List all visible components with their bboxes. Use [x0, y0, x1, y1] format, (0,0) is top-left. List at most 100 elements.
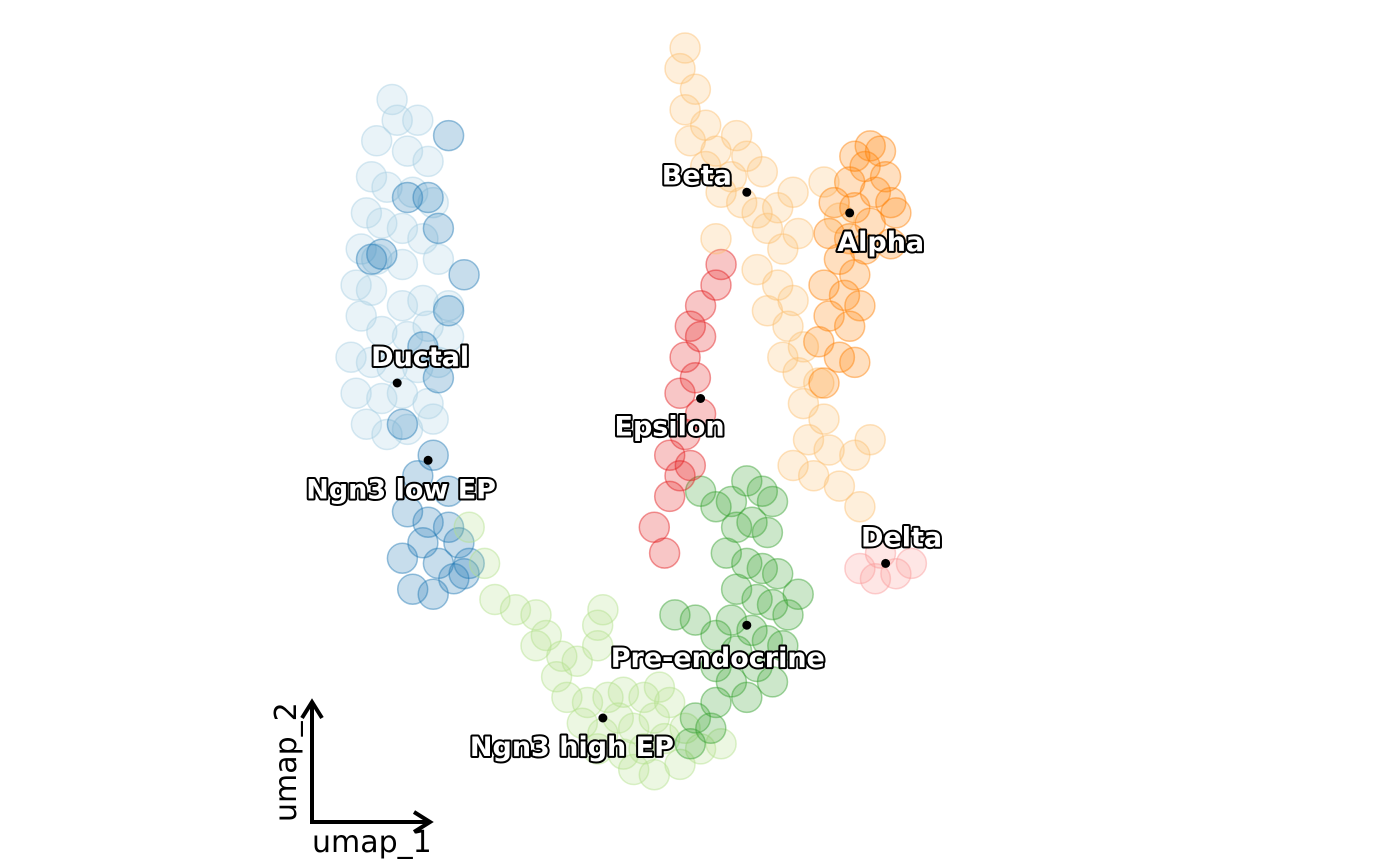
x-axis-arrowhead: [412, 810, 434, 834]
point-beta: [772, 310, 804, 343]
point-alpha: [859, 176, 892, 209]
point-beta: [741, 253, 773, 286]
point-ngn3-low-ep: [422, 547, 455, 580]
point-ductal: [386, 289, 419, 322]
point-ductal: [366, 315, 398, 348]
point-alpha: [833, 166, 866, 198]
point-ngn3-low-ep: [366, 238, 398, 270]
point-ductal: [366, 207, 398, 239]
point-beta: [746, 155, 779, 188]
point-alpha: [854, 207, 886, 239]
point-pre-endocrine: [700, 490, 732, 523]
point-beta: [782, 217, 814, 250]
point-beta: [700, 135, 732, 167]
point-ductal: [340, 269, 372, 301]
point-ngn3-low-ep: [432, 119, 465, 152]
point-beta: [664, 52, 696, 85]
point-pre-endocrine: [710, 537, 743, 569]
point-ductal: [340, 377, 372, 410]
point-ductal: [412, 145, 444, 178]
point-pre-endocrine: [736, 506, 768, 538]
point-pre-endocrine: [679, 702, 712, 734]
point-beta: [751, 212, 784, 245]
point-alpha: [808, 269, 840, 301]
point-ngn3-low-ep: [448, 259, 480, 291]
point-ngn3-high-ep: [530, 619, 563, 652]
point-ngn3-high-ep: [617, 712, 650, 745]
point-alpha: [833, 310, 866, 343]
point-ngn3-high-ep: [546, 640, 578, 672]
center-ductal: [392, 378, 402, 388]
label-pre-endocrine: Pre-endocrine: [611, 643, 825, 674]
point-beta: [751, 295, 784, 327]
axis-arrows: umap_1 umap_2: [269, 698, 434, 860]
point-beta: [669, 94, 701, 126]
point-ngn3-low-ep: [402, 460, 434, 492]
point-beta: [669, 32, 701, 64]
point-ngn3-high-ep: [479, 583, 511, 616]
cluster-labels: Ductal Ngn3 low EP Ngn3 high EP Pre-endocri…: [304, 158, 944, 765]
point-ngn3-low-ep: [432, 295, 465, 327]
point-pre-endocrine: [715, 485, 748, 518]
point-ngn3-high-ep: [607, 738, 640, 770]
point-alpha: [864, 135, 897, 167]
point-pre-endocrine: [674, 728, 707, 760]
point-beta: [731, 140, 763, 172]
point-alpha: [844, 289, 876, 322]
point-epsilon: [648, 537, 681, 569]
x-axis-label: umap_1: [312, 825, 432, 860]
point-pre-endocrine: [720, 573, 753, 605]
point-alpha: [813, 217, 845, 250]
point-ngn3-high-ep: [520, 630, 552, 662]
point-pre-endocrine: [756, 588, 789, 621]
point-beta: [792, 423, 825, 456]
point-beta: [761, 192, 794, 224]
point-epsilon: [674, 449, 707, 482]
point-pre-endocrine: [731, 681, 763, 714]
point-epsilon: [679, 362, 712, 394]
point-ductal: [355, 161, 388, 193]
point-ngn3-high-ep: [628, 733, 660, 765]
point-ngn3-high-ep: [540, 661, 573, 693]
point-beta: [844, 490, 876, 523]
point-ductal: [432, 289, 465, 322]
point-epsilon: [669, 418, 701, 451]
point-ductal: [371, 171, 403, 203]
point-beta: [797, 460, 830, 492]
point-beta: [720, 119, 753, 152]
point-ngn3-low-ep: [432, 475, 465, 507]
point-ngn3-high-ep: [499, 594, 532, 626]
label-alpha: Alpha: [837, 227, 924, 258]
point-ngn3-high-ep: [664, 748, 696, 781]
point-alpha: [880, 197, 912, 229]
point-beta: [674, 125, 707, 157]
point-ductal: [402, 104, 434, 136]
label-delta: Delta: [861, 522, 942, 553]
point-ductal: [381, 104, 413, 136]
point-beta: [813, 434, 845, 466]
center-pre-endocrine: [742, 620, 752, 630]
point-ngn3-low-ep: [412, 506, 444, 538]
point-pre-endocrine: [715, 604, 748, 636]
point-alpha: [875, 228, 907, 260]
point-ngn3-high-ep: [581, 630, 614, 662]
point-alpha: [854, 130, 886, 162]
point-epsilon: [684, 320, 717, 353]
point-ngn3-high-ep: [648, 722, 681, 755]
point-alpha: [813, 300, 845, 332]
point-epsilon: [700, 269, 732, 301]
point-pre-endocrine: [715, 666, 748, 698]
scatter-points: [335, 32, 928, 791]
point-ngn3-high-ep: [520, 599, 552, 631]
point-ngn3-high-ep: [643, 671, 676, 703]
point-ngn3-high-ep: [607, 676, 640, 708]
point-ngn3-high-ep: [581, 733, 614, 765]
point-ductal: [345, 233, 377, 265]
point-ngn3-low-ep: [448, 557, 480, 590]
point-epsilon: [653, 480, 686, 513]
point-ngn3-low-ep: [355, 243, 388, 276]
point-alpha: [839, 346, 871, 379]
point-ductal: [402, 351, 434, 384]
point-ngn3-low-ep: [443, 527, 475, 559]
